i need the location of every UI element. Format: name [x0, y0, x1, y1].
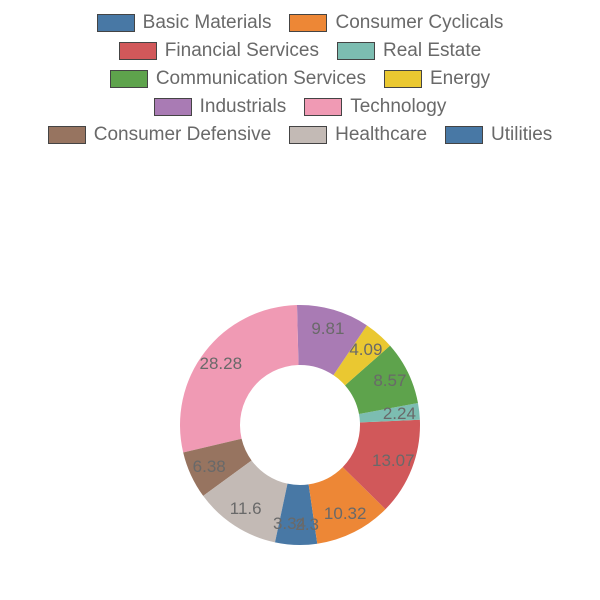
legend-item: Real Estate: [337, 40, 481, 62]
slice-label: 8.57: [373, 371, 406, 391]
slice-label: 9.81: [311, 319, 344, 339]
legend-item: Technology: [304, 96, 446, 118]
legend-label: Industrials: [200, 96, 287, 118]
legend-item: Energy: [384, 68, 490, 90]
legend-label: Utilities: [491, 124, 552, 146]
swatch-icon: [119, 42, 157, 60]
swatch-icon: [384, 70, 422, 88]
slice-label: 2.24: [383, 404, 416, 424]
slice-label: 6.38: [193, 457, 226, 477]
legend-item: Consumer Defensive: [48, 124, 271, 146]
swatch-icon: [97, 14, 135, 32]
legend-label: Consumer Defensive: [94, 124, 271, 146]
legend-label: Communication Services: [156, 68, 366, 90]
slice-label: 3.34: [273, 514, 306, 534]
legend-label: Healthcare: [335, 124, 427, 146]
swatch-icon: [110, 70, 148, 88]
legend-item: Basic Materials: [97, 12, 272, 34]
swatch-icon: [154, 98, 192, 116]
legend-label: Real Estate: [383, 40, 481, 62]
legend-item: Healthcare: [289, 124, 427, 146]
swatch-icon: [289, 14, 327, 32]
swatch-icon: [48, 126, 86, 144]
legend-label: Consumer Cyclicals: [335, 12, 503, 34]
legend-item: Industrials: [154, 96, 287, 118]
donut-chart: 2.3 10.32 13.07 2.24 8.57 4.09 9.81 28.2…: [165, 290, 435, 560]
slice-label: 4.09: [349, 340, 382, 360]
legend-label: Financial Services: [165, 40, 319, 62]
slice-label: 11.6: [230, 499, 262, 519]
pie-slice: [180, 305, 298, 452]
legend-item: Financial Services: [119, 40, 319, 62]
legend-label: Basic Materials: [143, 12, 272, 34]
legend-label: Energy: [430, 68, 490, 90]
legend-item: Utilities: [445, 124, 552, 146]
legend: Basic Materials Consumer Cyclicals Finan…: [40, 12, 560, 146]
slice-label: 28.28: [200, 354, 243, 374]
legend-item: Consumer Cyclicals: [289, 12, 503, 34]
legend-item: Communication Services: [110, 68, 366, 90]
swatch-icon: [289, 126, 327, 144]
slice-label: 10.32: [324, 504, 367, 524]
slice-label: 13.07: [372, 451, 415, 471]
swatch-icon: [304, 98, 342, 116]
swatch-icon: [445, 126, 483, 144]
legend-label: Technology: [350, 96, 446, 118]
swatch-icon: [337, 42, 375, 60]
